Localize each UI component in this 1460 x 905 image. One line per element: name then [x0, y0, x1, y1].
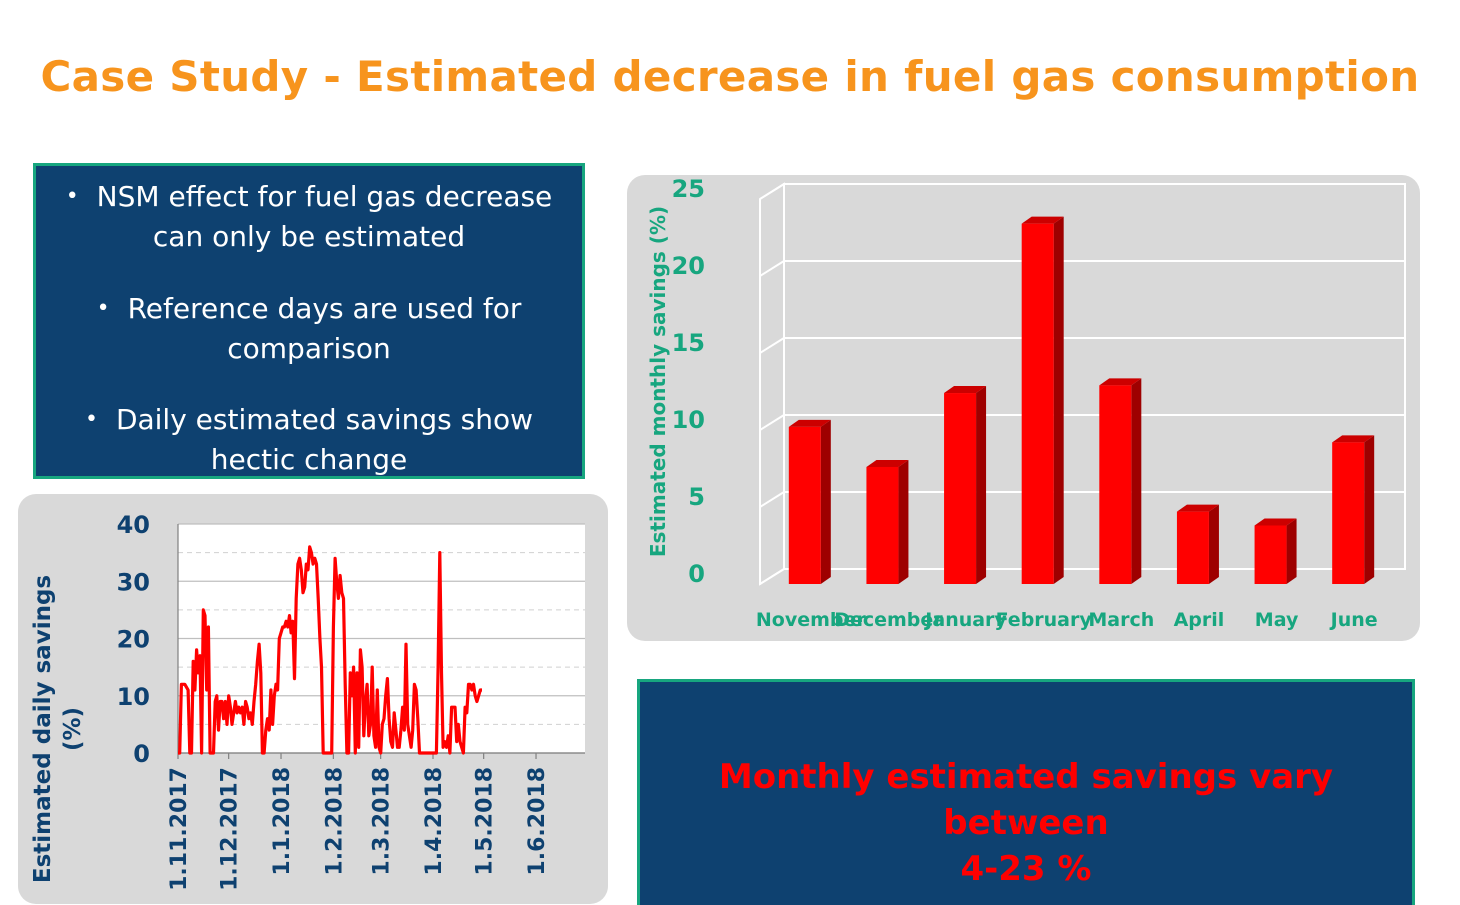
- series-line: [178, 545, 482, 755]
- bar-top: [944, 386, 987, 394]
- gridline-depth: [759, 260, 785, 277]
- bar-top: [788, 419, 831, 427]
- bar-top: [866, 459, 909, 467]
- x-tick-label: 1.4.2018: [422, 767, 447, 876]
- bar-top: [1332, 435, 1375, 443]
- summary-box: Monthly estimated savings vary between 4…: [637, 679, 1415, 905]
- x-tick-label: 1.2.2018: [322, 767, 347, 876]
- bar: [1332, 442, 1365, 584]
- bar-side: [1364, 435, 1375, 584]
- bar-side: [1208, 504, 1219, 584]
- bar: [1021, 223, 1054, 584]
- bullet-dot-icon: •: [84, 407, 98, 432]
- y-tick-label: 20: [117, 626, 150, 654]
- daily-savings-chart: 0 10 20 30 40 Estimated daily savings (%) 1.11.…: [30, 511, 585, 891]
- bar-side: [1131, 378, 1142, 584]
- x-tick-label: 1.12.2017: [218, 767, 243, 891]
- x-tick-label: 1.6.2018: [525, 767, 550, 876]
- bar: [788, 426, 821, 584]
- bullet-1: • NSM effect for fuel gas decrease can on…: [36, 178, 582, 255]
- bullet-3: • Daily estimated savings show hectic cha…: [36, 401, 582, 478]
- bar: [1254, 525, 1287, 584]
- y-axis-title-line: Estimated daily savings: [30, 575, 56, 883]
- bullet-2-line-2: comparison: [227, 332, 391, 365]
- gridline-depth: [759, 183, 785, 200]
- x-tick-label: May: [1255, 609, 1299, 631]
- bullet-dot-icon: •: [96, 296, 110, 321]
- y-axis-title-line: (%): [60, 707, 86, 751]
- y-axis-title: Estimated daily savings (%): [30, 575, 86, 883]
- gridline-depth: [759, 414, 785, 431]
- y-tick-label: 10: [117, 683, 150, 711]
- bar-top: [1021, 216, 1064, 224]
- y-tick-label: 30: [117, 568, 150, 596]
- summary-line-2: 4-23 %: [960, 849, 1092, 889]
- x-tick-label: January: [923, 609, 1007, 631]
- x-tick-label: 1.11.2017: [167, 767, 192, 891]
- y-tick-label: 10: [672, 406, 705, 434]
- bar-top: [1176, 504, 1219, 512]
- y-tick-label: 20: [672, 252, 705, 280]
- y-tick-label: 15: [672, 329, 705, 357]
- x-tick-label: 1.1.2018: [270, 767, 295, 876]
- gridline-depth: [759, 568, 785, 585]
- slide-title: Case Study - Estimated decrease in fuel …: [40, 52, 1420, 101]
- bullet-2-line-1: Reference days are used for: [127, 292, 522, 325]
- bar-side: [1286, 518, 1297, 584]
- x-tick-label: November: [756, 609, 867, 631]
- x-tick-label: March: [1088, 609, 1154, 631]
- y-tick-label: 5: [688, 483, 705, 511]
- bullet-box: • NSM effect for fuel gas decrease can on…: [33, 163, 585, 479]
- gridline-depth: [759, 337, 785, 354]
- bar-side: [1053, 216, 1064, 584]
- gridline-depth: [759, 491, 785, 508]
- y-axis-title: Estimated monthly savings (%): [646, 206, 670, 557]
- bar-side: [820, 419, 831, 584]
- bar: [944, 393, 977, 584]
- summary-line-1: Monthly estimated savings vary between: [718, 757, 1334, 843]
- bar-top: [1254, 518, 1297, 526]
- bullet-1-line-2: can only be estimated: [152, 220, 466, 253]
- y-tick-label: 25: [672, 175, 705, 203]
- bullet-1-line-1: NSM effect for fuel gas decrease: [96, 180, 553, 213]
- summary-text: Monthly estimated savings vary between 4…: [640, 754, 1412, 892]
- y-tick-label: 0: [133, 740, 150, 768]
- x-tick-label: June: [1329, 609, 1378, 631]
- bullet-2: • Reference days are used for comparison: [36, 290, 582, 367]
- bar: [1176, 511, 1209, 584]
- bar-top: [1099, 378, 1142, 386]
- x-tick-label: February: [996, 609, 1093, 631]
- x-tick-label: December: [834, 609, 943, 631]
- bar-side: [976, 386, 987, 584]
- bar: [1099, 385, 1132, 584]
- chart-side-wall: [759, 182, 785, 586]
- bullet-dot-icon: •: [65, 184, 79, 209]
- bar: [866, 466, 899, 584]
- x-tick-label: April: [1174, 609, 1225, 631]
- bar-side: [898, 459, 909, 584]
- x-tick-label: 1.5.2018: [473, 767, 498, 876]
- x-tick-label: 1.3.2018: [370, 767, 395, 876]
- bullet-3-line-1: Daily estimated savings show: [115, 403, 534, 436]
- y-tick-label: 0: [688, 560, 705, 588]
- bullet-3-line-2: hectic change: [210, 443, 408, 476]
- y-tick-label: 40: [117, 511, 150, 539]
